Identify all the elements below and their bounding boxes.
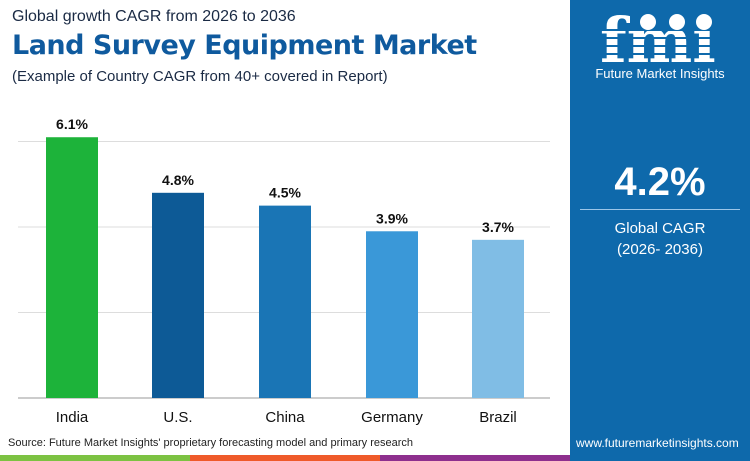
x-tick-label: China — [265, 409, 305, 426]
chart-title: Land Survey Equipment Market — [12, 30, 477, 61]
bar-germany — [366, 231, 418, 398]
source-note: Source: Future Market Insights' propriet… — [8, 437, 413, 449]
global-cagr-caption: Global CAGR (2026- 2036) — [570, 218, 750, 260]
global-cagr-period: (2026- 2036) — [617, 241, 703, 258]
x-tick-label: U.S. — [163, 409, 192, 426]
x-tick-label: India — [56, 409, 89, 426]
x-tick-label: Germany — [361, 409, 423, 426]
bar-chart: 6.1% India 4.8% U.S. 4.5% China 3.9% Germany 3.7… — [18, 116, 550, 426]
website-link[interactable]: www.futuremarketinsights.com — [576, 436, 739, 450]
brand-name: Future Market Insights — [595, 66, 725, 81]
data-label: 6.1% — [56, 116, 88, 132]
data-label: 3.7% — [482, 219, 514, 235]
x-tick-label: Brazil — [479, 409, 517, 426]
global-cagr-value: 4.2% — [614, 160, 706, 204]
data-label: 3.9% — [376, 210, 408, 226]
chart-subtitle: Global growth CAGR from 2026 to 2036 — [12, 8, 296, 25]
purple-strip — [380, 455, 570, 461]
global-cagr-label: Global CAGR — [614, 220, 706, 237]
bar-brazil — [472, 239, 524, 398]
data-label: 4.5% — [269, 185, 301, 201]
fmi-logo: fmi — [596, 10, 726, 66]
data-label: 4.8% — [162, 172, 194, 188]
bar-china — [259, 205, 311, 398]
green-strip — [0, 455, 190, 461]
bar-india — [46, 137, 98, 398]
bar-us — [152, 192, 204, 398]
summary-panel — [570, 0, 750, 461]
chart-note: (Example of Country CAGR from 40+ covere… — [12, 68, 388, 85]
orange-strip — [190, 455, 380, 461]
divider — [580, 209, 740, 210]
